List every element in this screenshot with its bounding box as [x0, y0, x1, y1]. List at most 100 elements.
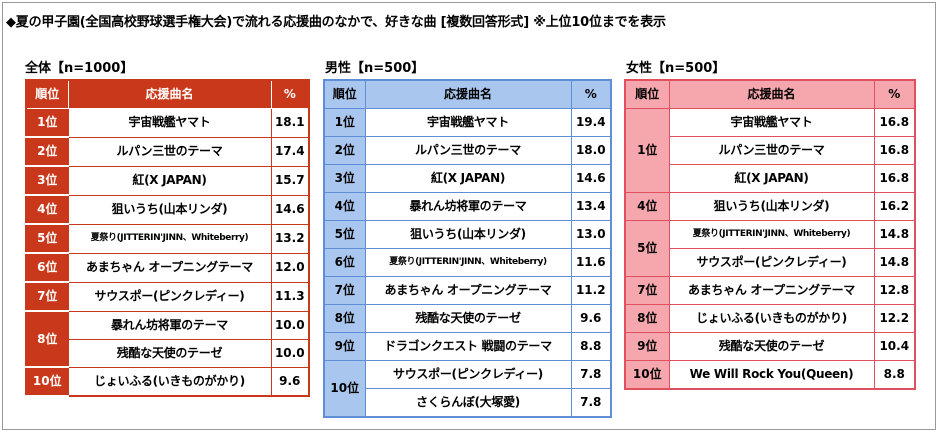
rank-cell: 10位 — [323, 360, 366, 418]
song-cell: 夏祭り(JITTERIN'JINN、Whiteberry) — [67, 223, 272, 254]
rank-cell: 4位 — [624, 192, 670, 221]
song-cell: We Will Rock You(Queen) — [668, 360, 875, 390]
rank-cell: 7位 — [323, 276, 366, 305]
pct-cell: 18.1 — [270, 108, 310, 138]
rank-header: 順位 — [624, 79, 670, 109]
figure-frame — [2, 2, 936, 430]
pct-cell: 7.8 — [570, 360, 612, 389]
song-cell: 宇宙戦艦ヤマト — [364, 108, 572, 137]
table-row: 8位 暴れん坊将軍のテーマ 10.0 — [26, 310, 310, 368]
table-row: 1位 宇宙戦艦ヤマト 19.4 — [323, 108, 612, 137]
rank-header: 順位 — [25, 79, 69, 109]
table-row: 10位 We Will Rock You(Queen) 8.8 — [624, 360, 916, 390]
song-cell: ルパン三世のテーマ — [668, 136, 875, 165]
pct-cell: 12.0 — [270, 252, 310, 283]
table-row: 9位 残酷な天使のテーゼ 10.4 — [624, 332, 916, 361]
song-cell: ドラゴンクエスト 戦闘のテーマ — [364, 332, 572, 361]
rank-cell: 5位 — [323, 220, 366, 249]
song-cell: じょいふる(いきものがかり) — [668, 304, 875, 333]
song-cell: 紅(X JAPAN) — [668, 164, 875, 193]
table-row: 1位 宇宙戦艦ヤマト 18.1 — [26, 108, 310, 138]
song-cell: あまちゃん オープニングテーマ — [668, 276, 875, 305]
pct-cell: 12.8 — [873, 276, 916, 305]
rank-cell: 8位 — [26, 311, 68, 368]
pct-cell: 14.6 — [270, 194, 310, 225]
table-row: さくらんぼ(大塚愛) 7.8 — [324, 388, 612, 418]
song-cell: ルパン三世のテーマ — [364, 136, 572, 165]
table-row: ルパン三世のテーマ 16.8 — [625, 136, 916, 165]
rank-cell: 3位 — [26, 166, 68, 196]
song-cell: ルパン三世のテーマ — [67, 136, 272, 167]
song-cell: 残酷な天使のテーゼ — [364, 304, 572, 333]
table-row: 1位 宇宙戦艦ヤマト 16.8 — [624, 108, 916, 193]
table-row: 5位 狙いうち(山本リンダ) 13.0 — [323, 220, 612, 249]
female-ranking-table: 順位 応援曲名 % 1位 宇宙戦艦ヤマト 16.8 ルパン三世のテーマ 16.8 紅(… — [624, 79, 916, 390]
total-label: 全体【n=1000】 — [25, 61, 134, 76]
pct-cell: 13.0 — [570, 220, 612, 249]
table-row: 残酷な天使のテーゼ 10.0 — [26, 338, 310, 368]
rank-cell: 5位 — [624, 220, 670, 277]
pct-cell: 16.8 — [873, 136, 916, 165]
table-row: 5位 夏祭り(JITTERIN'JINN、Whiteberry) 14.8 — [624, 220, 916, 277]
song-cell: 狙いうち(山本リンダ) — [67, 194, 272, 225]
rank-cell: 2位 — [323, 136, 366, 165]
rank-cell: 10位 — [624, 360, 670, 390]
song-cell: さくらんぼ(大塚愛) — [364, 388, 572, 418]
pct-cell: 14.8 — [873, 220, 916, 249]
pct-cell: 14.8 — [873, 248, 916, 277]
rank-cell: 9位 — [624, 332, 670, 361]
table-row: 4位 狙いうち(山本リンダ) 14.6 — [26, 194, 310, 225]
pct-cell: 17.4 — [270, 136, 310, 167]
song-cell: 夏祭り(JITTERIN'JINN、Whiteberry) — [668, 220, 875, 249]
rank-header: 順位 — [323, 79, 366, 109]
rank-cell: 6位 — [323, 248, 366, 277]
table-row: サウスポー(ピンクレディー) 14.8 — [625, 248, 916, 277]
pct-cell: 8.8 — [570, 332, 612, 361]
pct-header: % — [873, 79, 916, 109]
table-row: 6位 夏祭り(JITTERIN'JINN、Whiteberry) 11.6 — [323, 248, 612, 277]
pct-cell: 10.4 — [873, 332, 916, 361]
song-cell: 狙いうち(山本リンダ) — [668, 192, 875, 221]
total-ranking-table: 順位 応援曲名 % 1位 宇宙戦艦ヤマト 18.1 2位 ルパン三世のテーマ 17.4 … — [25, 79, 310, 397]
table-row: 8位 残酷な天使のテーゼ 9.6 — [323, 304, 612, 333]
rank-cell: 4位 — [26, 195, 68, 225]
song-cell: 夏祭り(JITTERIN'JINN、Whiteberry) — [364, 248, 572, 277]
rank-cell: 7位 — [26, 282, 68, 312]
song-header: 応援曲名 — [668, 79, 875, 109]
pct-cell: 7.8 — [570, 388, 612, 418]
song-cell: サウスポー(ピンクレディー) — [67, 281, 272, 312]
song-cell: 暴れん坊将軍のテーマ — [364, 192, 572, 221]
rank-cell: 6位 — [26, 253, 68, 283]
song-cell: あまちゃん オープニングテーマ — [67, 252, 272, 283]
rank-cell: 4位 — [323, 192, 366, 221]
pct-cell: 8.8 — [873, 360, 916, 390]
table-row: 7位 あまちゃん オープニングテーマ 12.8 — [624, 276, 916, 305]
pct-cell: 11.3 — [270, 281, 310, 312]
table-row: 2位 ルパン三世のテーマ 17.4 — [26, 136, 310, 167]
table-row: 2位 ルパン三世のテーマ 18.0 — [323, 136, 612, 165]
song-cell: 宇宙戦艦ヤマト — [67, 108, 272, 138]
song-cell: じょいふる(いきものがかり) — [67, 366, 272, 397]
table-row: 8位 じょいふる(いきものがかり) 12.2 — [624, 304, 916, 333]
table-row: 7位 サウスポー(ピンクレディー) 11.3 — [26, 281, 310, 312]
rank-cell: 1位 — [624, 108, 670, 193]
rank-cell: 5位 — [26, 224, 68, 254]
rank-cell: 10位 — [26, 367, 68, 397]
pct-cell: 11.6 — [570, 248, 612, 277]
song-cell: 紅(X JAPAN) — [364, 164, 572, 193]
pct-cell: 15.7 — [270, 165, 310, 196]
song-cell: 暴れん坊将軍のテーマ — [67, 310, 272, 340]
song-header: 応援曲名 — [364, 79, 572, 109]
pct-cell: 14.6 — [570, 164, 612, 193]
song-cell: あまちゃん オープニングテーマ — [364, 276, 572, 305]
table-row: 10位 サウスポー(ピンクレディー) 7.8 — [323, 360, 612, 418]
rank-cell: 9位 — [323, 332, 366, 361]
pct-cell: 16.8 — [873, 108, 916, 137]
pct-cell: 13.2 — [270, 223, 310, 254]
song-cell: 残酷な天使のテーゼ — [668, 332, 875, 361]
song-cell: 残酷な天使のテーゼ — [67, 338, 272, 368]
rank-cell: 3位 — [323, 164, 366, 193]
pct-cell: 11.2 — [570, 276, 612, 305]
pct-cell: 13.4 — [570, 192, 612, 221]
pct-header: % — [570, 79, 612, 109]
